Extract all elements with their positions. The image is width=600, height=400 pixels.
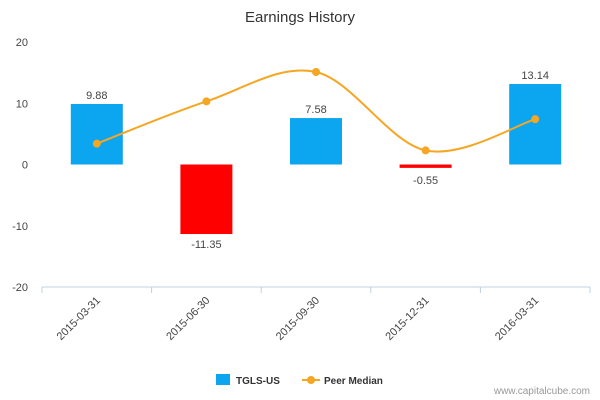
legend-label-tgls[interactable]: TGLS-US bbox=[236, 376, 280, 387]
bar bbox=[70, 103, 123, 165]
y-tick-label: 0 bbox=[22, 160, 28, 172]
credit-text: www.capitalcube.com bbox=[493, 386, 590, 397]
x-tick-label: 2015-03-31 bbox=[55, 295, 103, 343]
y-tick-label: -20 bbox=[12, 282, 28, 294]
bar bbox=[290, 118, 342, 165]
bar-labels: 9.88 -11.35 7.58 -0.55 13.14 bbox=[86, 70, 549, 251]
peer-median-point bbox=[421, 146, 430, 155]
x-tick-label: 2015-09-30 bbox=[274, 295, 322, 343]
bars bbox=[70, 84, 562, 235]
legend-swatch-bar bbox=[216, 374, 230, 385]
bar bbox=[509, 84, 562, 165]
bar-data-label: 7.58 bbox=[305, 104, 326, 116]
peer-median-point bbox=[531, 115, 540, 124]
x-tick-label: 2015-12-31 bbox=[383, 295, 431, 343]
peer-median-point bbox=[312, 68, 320, 77]
y-tick-label: 20 bbox=[16, 37, 28, 49]
bar-data-label: -0.55 bbox=[413, 175, 438, 187]
peer-median-series bbox=[92, 68, 540, 155]
bar bbox=[399, 164, 452, 168]
y-tick-label: 10 bbox=[16, 98, 28, 110]
axes: 20 10 0 -10 -20 2015-03-31 2015-06-30 2015-09-3… bbox=[12, 37, 591, 343]
chart-title: Earnings History bbox=[245, 9, 356, 26]
bar-data-label: 9.88 bbox=[86, 90, 107, 102]
legend-label-peer-median[interactable]: Peer Median bbox=[324, 376, 383, 387]
x-tick-label: 2015-06-30 bbox=[164, 295, 212, 343]
bar bbox=[180, 164, 233, 235]
x-tick-label: 2016-03-31 bbox=[493, 295, 541, 343]
bar-data-label: -11.35 bbox=[191, 239, 221, 251]
legend-swatch-marker bbox=[307, 376, 315, 384]
peer-median-point bbox=[202, 97, 211, 106]
y-tick-label: -10 bbox=[12, 221, 28, 233]
bar-data-label: 13.14 bbox=[521, 70, 549, 82]
legend[interactable]: TGLS-US Peer Median bbox=[216, 374, 383, 387]
peer-median-point bbox=[92, 139, 101, 148]
